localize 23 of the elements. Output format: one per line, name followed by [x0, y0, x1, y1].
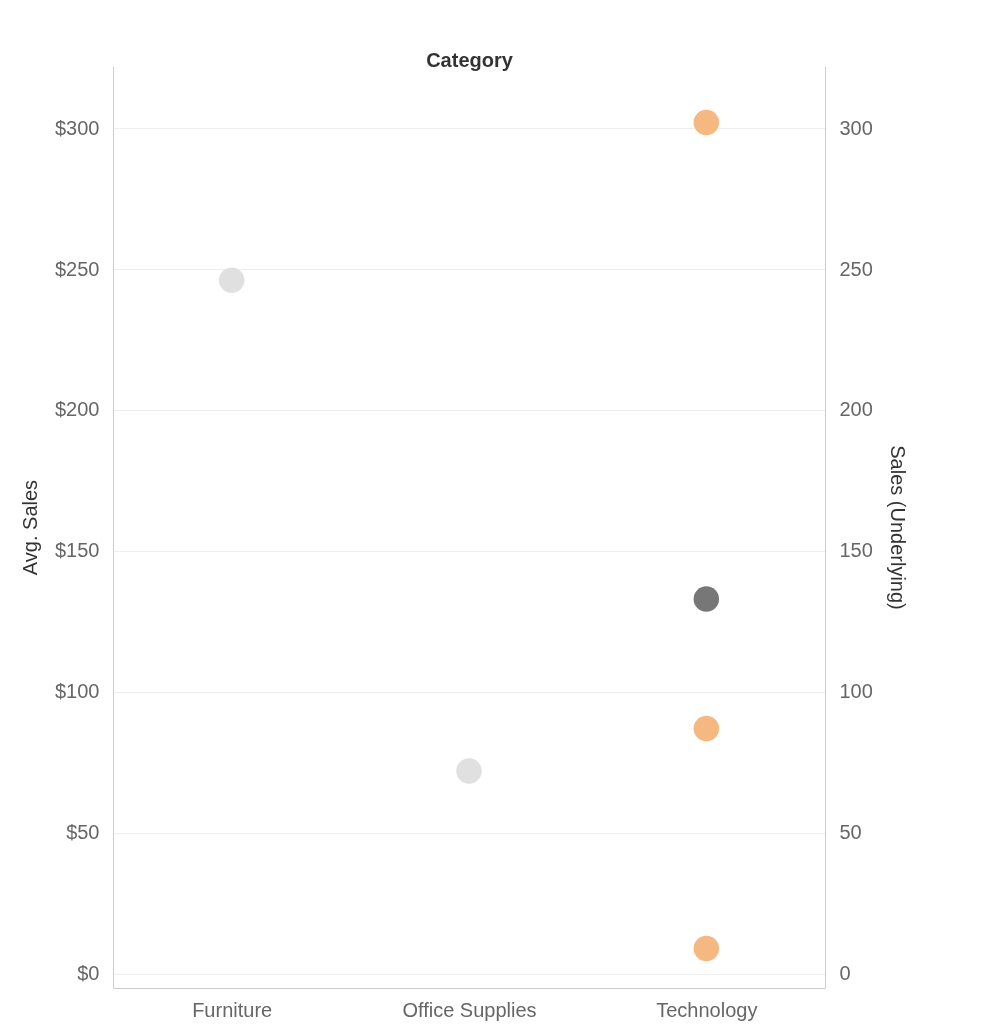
y2-tick-label: 250 — [839, 257, 873, 280]
x-tick-label: Technology — [656, 998, 758, 1021]
x-tick-label: Furniture — [192, 998, 273, 1021]
point — [456, 758, 482, 784]
y-tick-label: $250 — [55, 257, 100, 280]
y2-tick-label: 100 — [839, 680, 873, 703]
point — [693, 586, 720, 612]
y-tick-label: $150 — [55, 539, 100, 562]
y2-tick-label: 150 — [839, 539, 873, 562]
x-tick-label: Office Supplies — [402, 998, 537, 1021]
y-tick-label: $200 — [55, 398, 100, 421]
x-axis-title: Category — [426, 48, 514, 71]
y2-axis-title: Sales (Underlying) — [886, 445, 909, 610]
y2-tick-label: 200 — [839, 398, 873, 421]
y-tick-label: $0 — [77, 962, 100, 985]
y2-tick-label: 0 — [839, 962, 851, 985]
y-tick-label: $300 — [55, 116, 100, 139]
y2-tick-label: 300 — [839, 116, 873, 139]
y-axis-title: Avg. Sales — [19, 479, 42, 576]
y-tick-label: $50 — [66, 821, 100, 844]
y2-tick-label: 50 — [839, 821, 862, 844]
point — [218, 267, 245, 294]
y-tick-label: $100 — [55, 680, 100, 703]
